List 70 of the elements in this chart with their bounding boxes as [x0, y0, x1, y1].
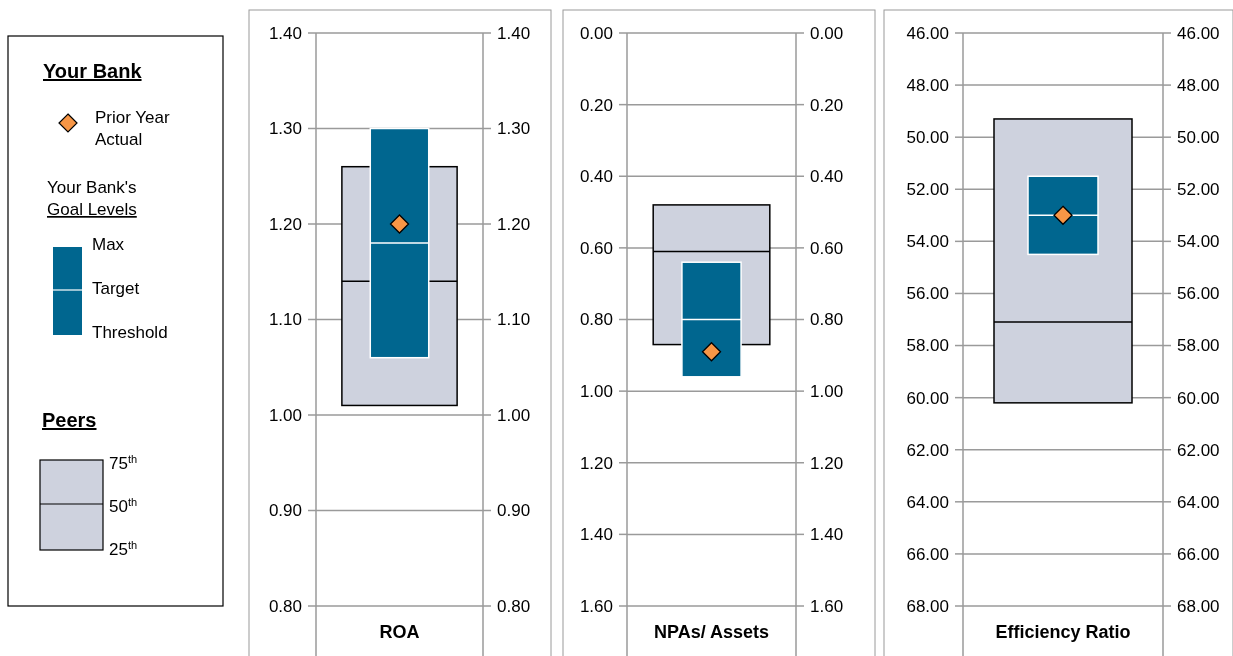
y-tick-label: 60.00 [906, 388, 949, 408]
text: 75$^{th}$ [109, 453, 138, 473]
y-tick-label: 64.00 [906, 492, 949, 512]
y2-tick-label: 56.00 [1177, 284, 1220, 304]
y-tick-label: 54.00 [906, 232, 949, 252]
y2-tick-label: 1.00 [810, 382, 844, 402]
y2-tick-label: 60.00 [1177, 388, 1220, 408]
y-tick-label: 0.90 [268, 501, 302, 521]
y-tick-label: 1.00 [579, 382, 613, 402]
y-tick-label: 46.00 [906, 23, 949, 43]
y-tick-label: 1.30 [268, 119, 302, 139]
y2-tick-label: 1.20 [810, 453, 844, 473]
y-tick-label: 0.80 [579, 310, 613, 330]
y-tick-label: 1.40 [268, 23, 302, 43]
text: 50$^{th}$ [109, 496, 138, 516]
x-axis-title: Efficiency Ratio [995, 622, 1131, 642]
y-tick-label: 0.00 [579, 23, 613, 43]
y-tick-label: 1.00 [268, 405, 302, 425]
y2-tick-label: 68.00 [1177, 596, 1220, 616]
text: Target [92, 279, 140, 298]
text: Prior Year Actual [95, 108, 170, 149]
y2-tick-label: 50.00 [1177, 128, 1220, 148]
y-tick-label: 66.00 [906, 544, 949, 564]
y-tick-label: 62.00 [906, 440, 949, 460]
text: Your Bank's [47, 178, 137, 197]
y2-tick-label: 1.30 [497, 119, 531, 139]
text: 25$^{th}$ [109, 539, 138, 559]
y2-tick-label: 0.80 [497, 596, 531, 616]
y2-tick-label: 62.00 [1177, 440, 1220, 460]
y-tick-label: 1.40 [579, 525, 613, 545]
y-tick-label: 0.40 [579, 167, 613, 187]
x-axis-title: ROA [379, 622, 420, 642]
y2-tick-label: 0.90 [497, 501, 531, 521]
y2-tick-label: 1.60 [810, 596, 844, 616]
y2-tick-label: 1.20 [497, 214, 531, 234]
y-tick-label: 0.20 [579, 95, 613, 115]
y-tick-label: 56.00 [906, 284, 949, 304]
text: Peers [42, 409, 97, 431]
y2-tick-label: 1.40 [497, 23, 531, 43]
y-tick-label: 50.00 [906, 128, 949, 148]
y-tick-label: 1.20 [268, 214, 302, 234]
text: Threshold [92, 323, 168, 342]
x-axis-title: NPAs/ Assets [653, 622, 770, 642]
y2-tick-label: 66.00 [1177, 544, 1220, 564]
y2-tick-label: 0.60 [810, 238, 844, 258]
y2-tick-label: 64.00 [1177, 492, 1220, 512]
y-tick-label: 0.80 [268, 596, 302, 616]
text: Max [92, 235, 125, 254]
y-tick-label: 1.60 [579, 596, 613, 616]
text: Your Bank [43, 60, 143, 82]
y-tick-label: 1.20 [579, 453, 613, 473]
y2-tick-label: 54.00 [1177, 232, 1220, 252]
y-tick-label: 58.00 [906, 336, 949, 356]
y-tick-label: 48.00 [906, 76, 949, 96]
y2-tick-label: 1.00 [497, 405, 531, 425]
y2-tick-label: 1.10 [497, 310, 531, 330]
y2-tick-label: 58.00 [1177, 336, 1220, 356]
y-tick-label: 0.60 [579, 238, 613, 258]
y2-tick-label: 52.00 [1177, 180, 1220, 200]
y2-tick-label: 48.00 [1177, 76, 1220, 96]
y2-tick-label: 0.80 [810, 310, 844, 330]
text: Goal Levels [47, 200, 137, 219]
y-tick-label: 1.10 [268, 310, 302, 330]
y2-tick-label: 46.00 [1177, 23, 1220, 43]
y2-tick-label: 0.00 [810, 23, 844, 43]
y2-tick-label: 0.40 [810, 167, 844, 187]
y-tick-label: 52.00 [906, 180, 949, 200]
y2-tick-label: 1.40 [810, 525, 844, 545]
y-tick-label: 68.00 [906, 596, 949, 616]
y2-tick-label: 0.20 [810, 95, 844, 115]
